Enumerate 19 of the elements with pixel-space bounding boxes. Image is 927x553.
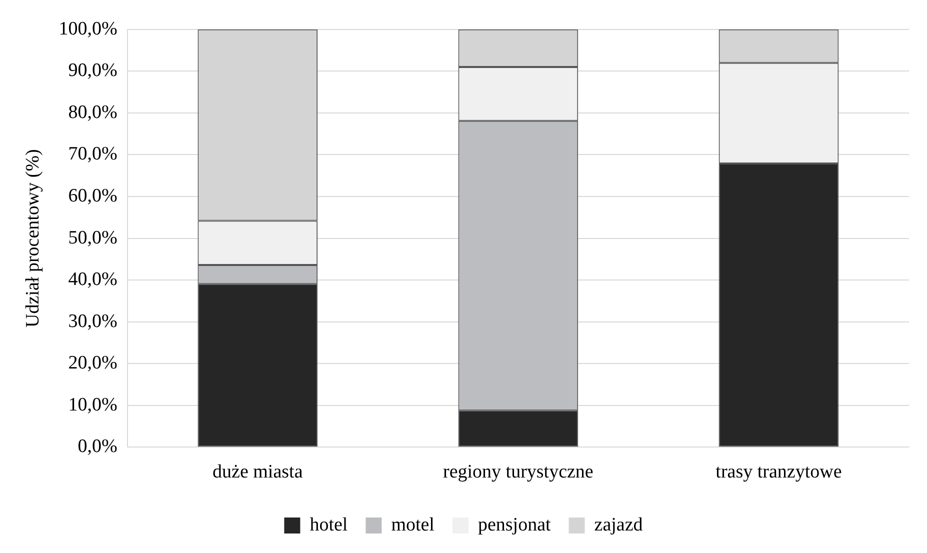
legend-label: pensjonat [478, 514, 552, 536]
y-tick-label: 60,0% [68, 186, 118, 207]
legend-label: motel [391, 514, 434, 536]
y-tick-label: 90,0% [68, 60, 118, 82]
y-tick-label: 50,0% [68, 227, 118, 248]
x-tick-label: duże miasta [212, 462, 304, 483]
x-tick-label: trasy tranzytowe [716, 462, 842, 483]
y-tick-label: 80,0% [68, 102, 118, 123]
y-tick-label: 10,0% [68, 394, 118, 416]
legend-label: zajazd [594, 514, 644, 536]
y-tick-label: 40,0% [68, 269, 118, 290]
y-axis-title: Udział procentowy (%) [22, 149, 44, 328]
y-tick-label: 20,0% [68, 352, 118, 374]
y-tick-label: 30,0% [68, 310, 118, 332]
legend-label: hotel [310, 514, 348, 536]
y-tick-label: 70,0% [68, 144, 118, 165]
y-tick-label: 100,0% [58, 18, 118, 40]
x-tick-label: regiony turystyczne [443, 462, 594, 483]
y-tick-label: 0,0% [78, 436, 118, 458]
